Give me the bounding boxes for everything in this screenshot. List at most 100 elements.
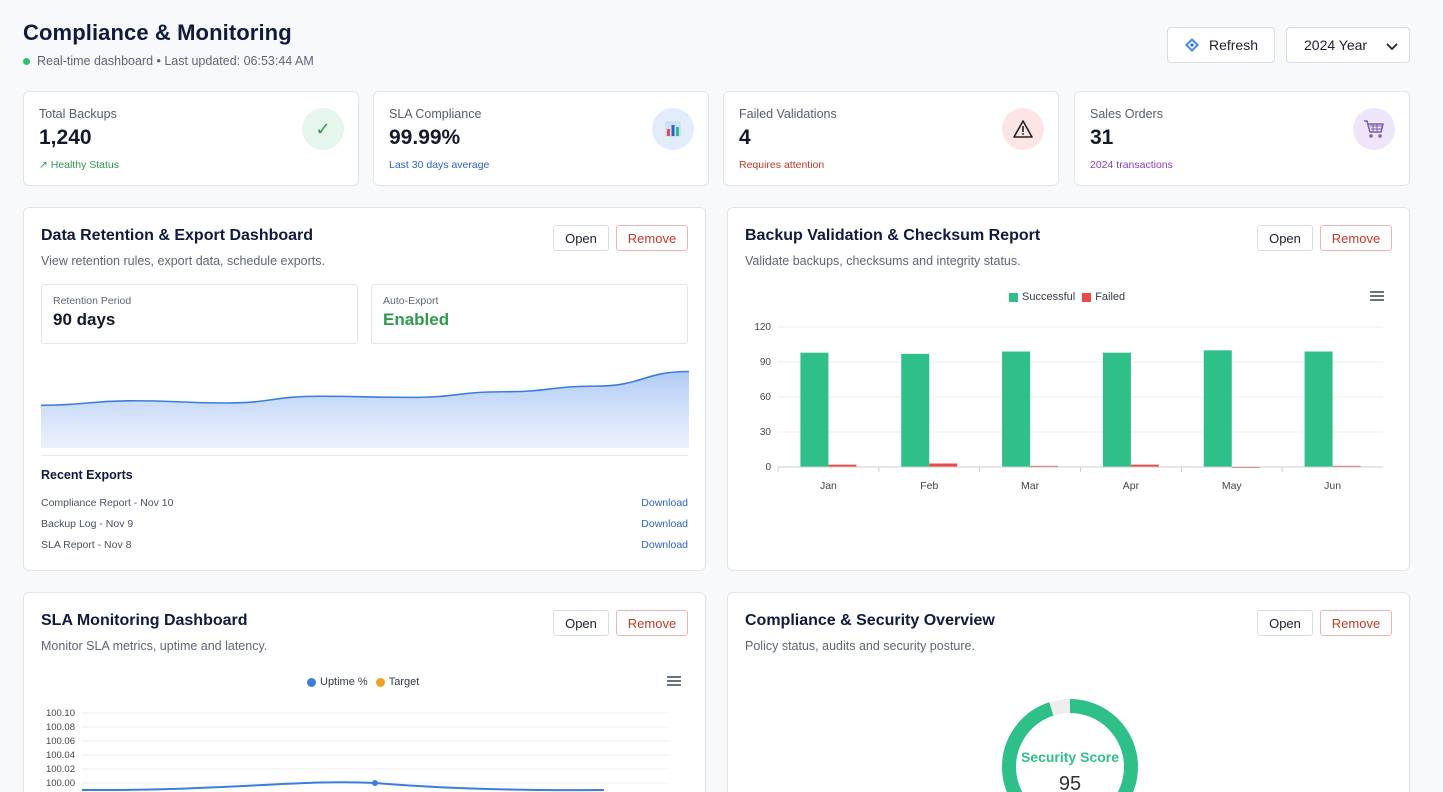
stat-card-sla-compliance: SLA Compliance 99.99% Last 30 days avera…	[373, 91, 709, 186]
y-tick-label: 90	[760, 357, 772, 368]
list-item: Compliance Report - Nov 10 Download	[41, 497, 688, 511]
uptime-point[interactable]	[372, 780, 378, 786]
auto-export-value: Enabled	[383, 310, 450, 329]
x-tick-label: Mar	[1021, 480, 1040, 492]
download-link[interactable]: Download	[641, 497, 688, 509]
open-button[interactable]: Open	[1257, 225, 1313, 251]
x-tick-label: Jun	[1324, 480, 1341, 492]
y-tick-label: 100.08	[46, 722, 75, 733]
legend-swatch-successful	[1009, 292, 1018, 302]
stat-note: Last 30 days average	[389, 159, 490, 171]
legend-dot-target	[375, 677, 385, 687]
stat-value: 4	[739, 126, 751, 149]
legend-label-target[interactable]: Target	[388, 676, 420, 688]
panel-description: View retention rules, export data, sched…	[41, 254, 325, 268]
bar-failed[interactable]	[1130, 464, 1159, 467]
x-tick-label: Jan	[820, 480, 837, 492]
download-link[interactable]: Download	[641, 539, 688, 551]
y-tick-label: 120	[754, 322, 771, 333]
refresh-button[interactable]: Refresh	[1167, 27, 1275, 63]
stat-card-total-backups: Total Backups 1,240 ↗ Healthy Status ✓	[23, 91, 359, 186]
bar-successful[interactable]	[1304, 351, 1333, 468]
panel-title: Backup Validation & Checksum Report	[745, 227, 1041, 244]
stat-card-sales-orders: Sales Orders 31 2024 transactions	[1074, 91, 1410, 186]
page-subtitle: Real-time dashboard • Last updated: 06:5…	[23, 54, 314, 68]
panel-title: Compliance & Security Overview	[745, 612, 995, 629]
page-header: Compliance & Monitoring Real-time dashbo…	[23, 20, 314, 68]
warning-icon	[1002, 108, 1044, 150]
y-tick-label: 0	[765, 462, 771, 473]
area-line	[41, 370, 689, 407]
stat-label: Failed Validations	[739, 107, 837, 121]
panel-compliance-security: Compliance & Security Overview Policy st…	[727, 592, 1410, 792]
live-status-dot	[23, 57, 30, 65]
legend-label-successful[interactable]: Successful	[1022, 291, 1076, 303]
chevron-down-icon	[1386, 43, 1398, 51]
remove-button[interactable]: Remove	[616, 610, 688, 636]
y-tick-label: 100.02	[46, 764, 75, 775]
bar-failed[interactable]	[929, 463, 958, 468]
bar-failed[interactable]	[1332, 465, 1361, 467]
checkmark-icon: ✓	[302, 108, 344, 150]
chart-menu-icon[interactable]	[1370, 291, 1384, 301]
sla-line-chart: 100.10 100.08 100.06 100.04 100.02 100.00	[46, 708, 669, 792]
last-updated-text: Real-time dashboard • Last updated: 06:5…	[37, 54, 314, 68]
stat-value: 99.99%	[389, 126, 461, 149]
list-item: SLA Report - Nov 8 Download	[41, 539, 688, 553]
stat-card-failed-validations: Failed Validations 4 Requires attention	[723, 91, 1059, 186]
remove-button[interactable]: Remove	[616, 225, 688, 251]
stat-note: ↗ Healthy Status	[39, 159, 120, 171]
security-score-gauge: Security Score 95	[1002, 699, 1138, 792]
download-link[interactable]: Download	[641, 518, 688, 530]
open-button[interactable]: Open	[1257, 610, 1313, 636]
stat-value: 1,240	[39, 126, 92, 149]
y-tick-label: 100.06	[46, 736, 75, 747]
bar-successful[interactable]	[1203, 350, 1232, 467]
panel-sla-monitoring: SLA Monitoring Dashboard Monitor SLA met…	[23, 592, 706, 792]
open-button[interactable]: Open	[553, 225, 609, 251]
bar-successful[interactable]	[901, 353, 930, 467]
stat-note: 2024 transactions	[1090, 159, 1173, 171]
y-tick-label: 100.04	[46, 750, 75, 761]
bar-successful[interactable]	[800, 352, 829, 467]
security-score-label: Security Score	[1021, 749, 1119, 765]
bar-chart-icon	[652, 108, 694, 150]
stat-value: 31	[1090, 126, 1114, 149]
list-item: Backup Log - Nov 9 Download	[41, 518, 688, 532]
security-score-value: 95	[1059, 773, 1081, 792]
recent-exports-title: Recent Exports	[41, 468, 133, 482]
x-tick-label: Feb	[920, 480, 938, 492]
bar-successful[interactable]	[1002, 351, 1031, 468]
open-button[interactable]: Open	[553, 610, 609, 636]
chart-menu-icon[interactable]	[667, 676, 681, 686]
panel-description: Monitor SLA metrics, uptime and latency.	[41, 639, 268, 653]
export-name: Backup Log - Nov 9	[41, 518, 134, 530]
panel-data-retention: Data Retention & Export Dashboard View r…	[23, 207, 706, 571]
legend-dot-uptime	[307, 677, 316, 687]
auto-export-label: Auto-Export	[383, 295, 439, 307]
validation-bar-chart: 120 90 60 30 0 Jan Feb Mar Apr May Jun	[754, 322, 1383, 492]
panel-description: Validate backups, checksums and integrit…	[745, 254, 1021, 268]
legend-label-failed[interactable]: Failed	[1095, 291, 1126, 303]
remove-button[interactable]: Remove	[1320, 225, 1392, 251]
x-tick-label: Apr	[1123, 480, 1140, 492]
remove-button[interactable]: Remove	[1320, 610, 1392, 636]
stat-note: Requires attention	[739, 159, 825, 171]
security-score-arc	[1002, 699, 1138, 792]
refresh-icon	[1184, 38, 1199, 52]
panel-description: Policy status, audits and security postu…	[745, 639, 975, 653]
year-select[interactable]: 2024 Year	[1286, 27, 1410, 63]
export-name: SLA Report - Nov 8	[41, 539, 132, 551]
divider	[41, 455, 688, 456]
bar-failed[interactable]	[1030, 465, 1059, 467]
legend-swatch-failed	[1082, 292, 1092, 302]
bar-failed[interactable]	[828, 464, 857, 467]
y-tick-label: 60	[760, 392, 772, 403]
export-name: Compliance Report - Nov 10	[41, 497, 174, 509]
bar-successful[interactable]	[1102, 352, 1131, 467]
area-fill	[41, 371, 689, 448]
stat-label: Total Backups	[39, 107, 117, 121]
legend-label-uptime[interactable]: Uptime %	[320, 676, 368, 688]
y-tick-label: 100.00	[46, 778, 75, 789]
stat-label: SLA Compliance	[389, 107, 482, 121]
